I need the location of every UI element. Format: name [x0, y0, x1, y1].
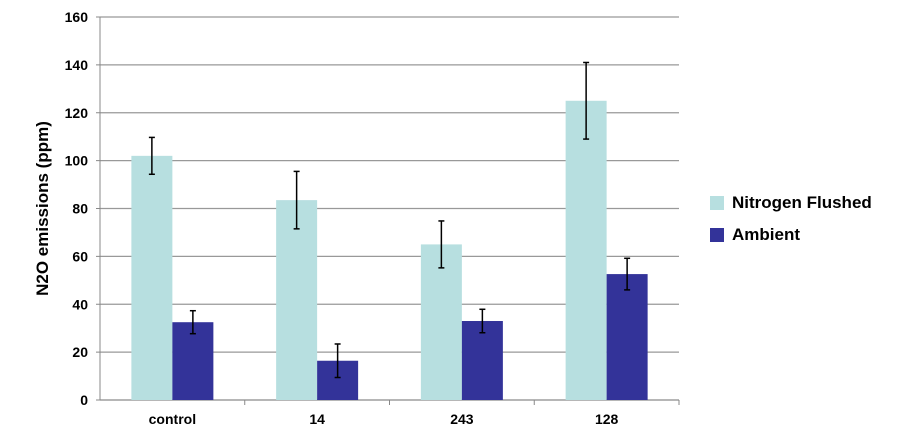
y-tick-label: 0	[80, 392, 88, 408]
x-tick-label: control	[149, 411, 196, 427]
legend-label: Ambient	[732, 225, 800, 244]
y-tick-label: 20	[72, 344, 88, 360]
y-tick-label: 160	[65, 9, 89, 25]
y-tick-label: 60	[72, 248, 88, 264]
bar-nitrogen-flushed	[420, 244, 462, 400]
x-tick-label: 128	[595, 411, 619, 427]
legend-swatch-ambient	[710, 228, 724, 242]
legend-item-nitrogen-flushed: Nitrogen Flushed	[710, 193, 872, 213]
legend-label: Nitrogen Flushed	[732, 193, 872, 212]
y-tick-label: 80	[72, 201, 88, 217]
legend-item-ambient: Ambient	[710, 225, 800, 245]
bar-ambient	[606, 274, 648, 400]
bar-nitrogen-flushed	[276, 200, 318, 400]
y-tick-label: 120	[65, 105, 89, 121]
bar-ambient	[461, 321, 503, 400]
x-tick-label: 243	[450, 411, 474, 427]
y-tick-label: 40	[72, 296, 88, 312]
x-tick-label: 14	[309, 411, 325, 427]
bar-ambient	[172, 322, 214, 400]
y-tick-label: 100	[65, 153, 89, 169]
y-axis-label: N2O emissions (ppm)	[33, 121, 52, 296]
bar-nitrogen-flushed	[131, 155, 173, 400]
bar-nitrogen-flushed	[565, 100, 607, 400]
legend-swatch-nitrogen-flushed	[710, 196, 724, 210]
y-tick-label: 140	[65, 57, 89, 73]
